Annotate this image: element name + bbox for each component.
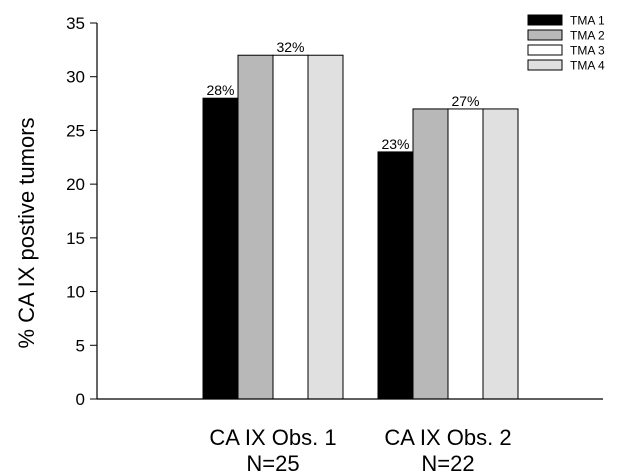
category-label: CA IX Obs. 2 <box>384 425 511 450</box>
y-tick-label: 10 <box>66 283 85 302</box>
bar-tma-1-cat-2 <box>377 151 414 400</box>
bar-tma-2-cat-1 <box>237 54 274 400</box>
y-tick-label: 0 <box>76 390 85 409</box>
category-label: CA IX Obs. 1 <box>209 425 336 450</box>
bar-tma-3-cat-2 <box>447 108 484 400</box>
legend-swatch <box>527 59 563 71</box>
legend-swatch <box>527 29 563 41</box>
bar-tma-2-cat-2 <box>412 108 449 400</box>
category-n-label: N=25 <box>246 451 299 473</box>
y-tick-label: 15 <box>66 229 85 248</box>
category-n-label: N=22 <box>421 451 474 473</box>
data-label: 32% <box>276 39 304 55</box>
y-tick-label: 35 <box>66 14 85 33</box>
y-tick-label: 20 <box>66 175 85 194</box>
legend-label: TMA 1 <box>570 14 605 28</box>
y-axis-title: % CA IX postive tumors <box>14 117 39 348</box>
y-tick-label: 5 <box>76 336 85 355</box>
bar-tma-3-cat-1 <box>272 54 309 400</box>
data-label: 27% <box>451 93 479 109</box>
data-label: 23% <box>381 136 409 152</box>
legend-label: TMA 2 <box>570 29 605 43</box>
legend-swatch <box>527 14 563 26</box>
bar-tma-1-cat-1 <box>202 97 239 400</box>
legend-swatch <box>527 44 563 56</box>
data-label: 28% <box>206 82 234 98</box>
bar-tma-4-cat-2 <box>482 108 519 400</box>
y-tick-label: 30 <box>66 68 85 87</box>
bar-tma-4-cat-1 <box>307 54 344 400</box>
legend-label: TMA 3 <box>570 44 605 58</box>
legend-label: TMA 4 <box>570 59 605 73</box>
y-tick-label: 25 <box>66 121 85 140</box>
